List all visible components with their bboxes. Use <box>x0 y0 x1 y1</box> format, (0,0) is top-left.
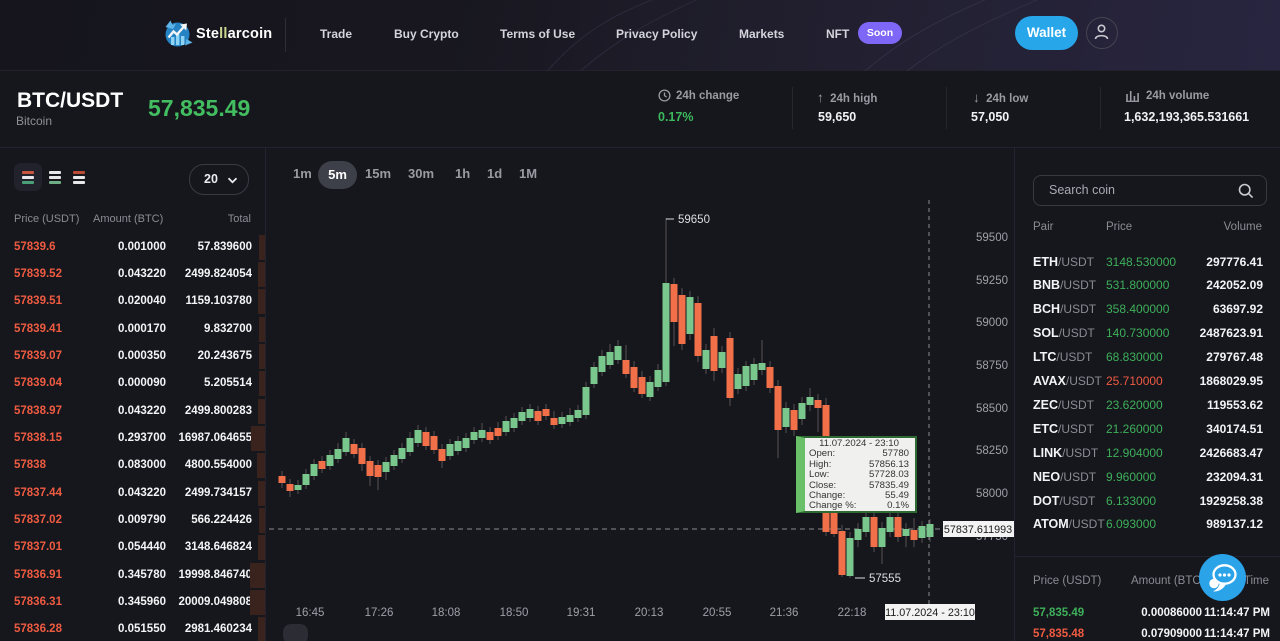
svg-text:18:50: 18:50 <box>500 607 529 619</box>
svg-text:57837.611993: 57837.611993 <box>944 524 1012 536</box>
svg-text:17:26: 17:26 <box>365 607 394 619</box>
svg-text:16:45: 16:45 <box>296 607 325 619</box>
svg-text:11.07.2024 - 23:10: 11.07.2024 - 23:10 <box>885 607 975 619</box>
svg-text:58500: 58500 <box>976 403 1008 415</box>
svg-text:57555: 57555 <box>869 573 901 585</box>
svg-text:58750: 58750 <box>976 360 1008 372</box>
svg-text:22:18: 22:18 <box>838 607 867 619</box>
svg-text:59500: 59500 <box>976 232 1008 244</box>
svg-text:21:36: 21:36 <box>770 607 799 619</box>
svg-text:59250: 59250 <box>976 275 1008 287</box>
svg-text:59650: 59650 <box>678 214 710 226</box>
svg-text:20:55: 20:55 <box>703 607 732 619</box>
svg-text:59000: 59000 <box>976 317 1008 329</box>
svg-text:58250: 58250 <box>976 445 1008 457</box>
svg-text:19:31: 19:31 <box>567 607 596 619</box>
svg-text:58000: 58000 <box>976 488 1008 500</box>
svg-text:20:13: 20:13 <box>635 607 664 619</box>
svg-text:18:08: 18:08 <box>432 607 461 619</box>
